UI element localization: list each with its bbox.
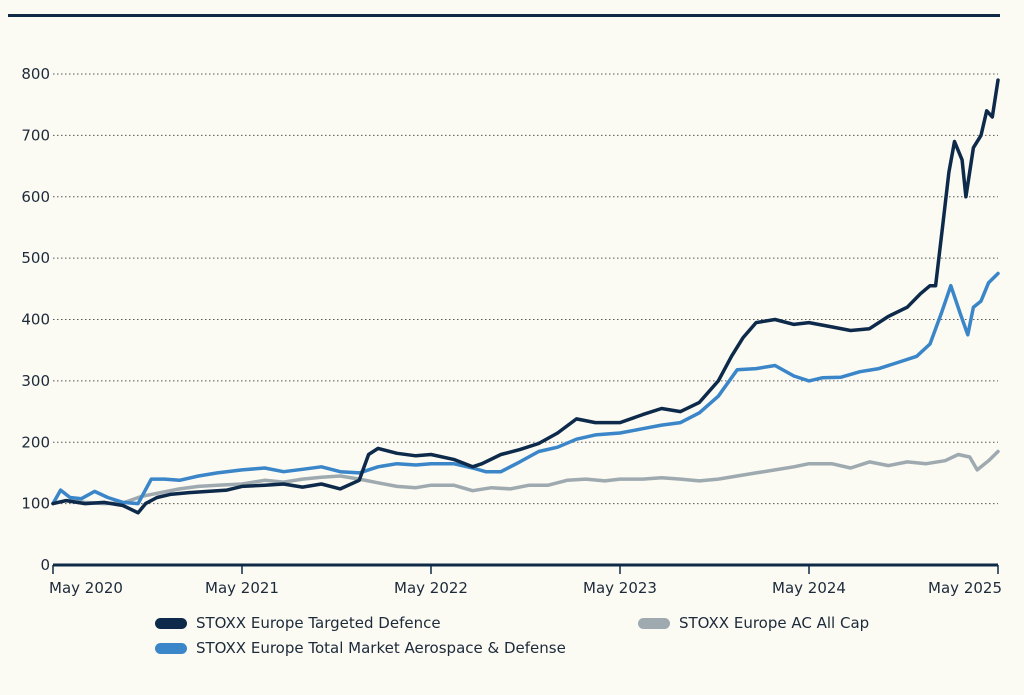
legend-item-ac-all-cap: STOXX Europe AC All Cap: [638, 614, 869, 632]
legend-label: STOXX Europe Targeted Defence: [196, 614, 441, 632]
series-line-stoxx-europe-targeted-defence: [51, 78, 1000, 515]
y-tick-label: 300: [21, 372, 50, 390]
legend-swatch: [155, 642, 187, 654]
legend-item-targeted-defence: STOXX Europe Targeted Defence: [155, 614, 441, 632]
series-line-stoxx-europe-ac-all-cap: [51, 449, 1000, 506]
x-tick-label: May 2022: [394, 579, 468, 597]
top-rule: [8, 14, 1000, 17]
legend-swatch: [155, 617, 187, 629]
x-tick-label: May 2021: [205, 579, 279, 597]
legend-item-aerospace-defense: STOXX Europe Total Market Aerospace & De…: [155, 639, 566, 657]
x-tick-label: May 2025: [928, 579, 1002, 597]
x-axis: May 2020 May 2021 May 2022 May 2023 May 2024…: [49, 563, 1002, 597]
y-tick-label: 200: [21, 433, 50, 451]
y-tick-label: 100: [21, 495, 50, 513]
legend-swatch: [638, 617, 670, 629]
x-tick-label: May 2020: [49, 579, 123, 597]
y-tick-label: 700: [21, 126, 50, 144]
y-tick-label: 500: [21, 249, 50, 267]
x-tick-label: May 2023: [583, 579, 657, 597]
gridlines: [53, 73, 998, 505]
legend-label: STOXX Europe Total Market Aerospace & De…: [196, 639, 566, 657]
series-lines: [51, 78, 1000, 515]
y-tick-label: 0: [40, 556, 50, 574]
series-line-stoxx-europe-total-market-aerospace-defense: [51, 271, 1000, 506]
legend-label: STOXX Europe AC All Cap: [679, 614, 870, 632]
y-tick-label: 800: [21, 65, 50, 83]
y-tick-label: 600: [21, 188, 50, 206]
y-tick-label: 400: [21, 311, 50, 329]
y-axis-ticks: 0 100 200 300 400 500 600 700 800: [21, 65, 50, 574]
x-tick-label: May 2024: [772, 579, 846, 597]
